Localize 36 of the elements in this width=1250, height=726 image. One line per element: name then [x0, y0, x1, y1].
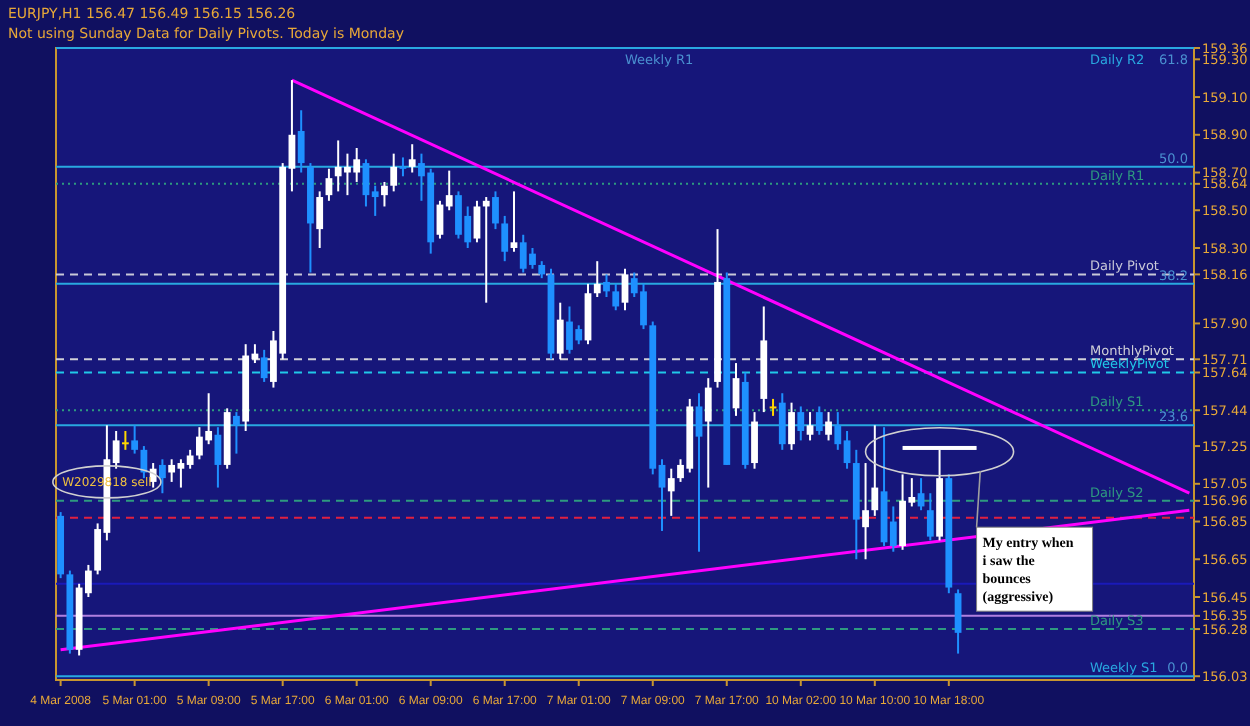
candlestick [788, 401, 795, 451]
candlestick [140, 445, 148, 480]
candlestick [926, 492, 934, 542]
candlestick [815, 405, 823, 436]
candlestick [825, 411, 832, 442]
candlestick [233, 411, 240, 455]
candlestick [593, 260, 601, 299]
candlestick [806, 411, 814, 442]
candlestick [501, 214, 509, 263]
candlestick [121, 429, 129, 451]
candlestick [492, 190, 499, 231]
candlestick [862, 462, 869, 561]
candlestick [168, 458, 176, 483]
candlestick [621, 267, 629, 312]
candlestick [797, 405, 805, 442]
candlestick [482, 196, 490, 304]
candlestick [667, 467, 675, 517]
candlestick [612, 282, 620, 312]
candlestick [260, 348, 268, 383]
candlestick [381, 180, 388, 208]
candlestick [751, 411, 758, 470]
candlestick [778, 392, 786, 451]
candlestick [603, 273, 610, 299]
candlestick [871, 424, 879, 517]
candlestick [556, 301, 564, 361]
candlestick [390, 152, 398, 193]
candlestick [131, 424, 139, 455]
candlestick [695, 392, 703, 553]
candlestick [186, 448, 194, 470]
candlestick [510, 190, 518, 253]
candlestick [704, 377, 712, 489]
candlestick [316, 190, 324, 249]
candlestick [408, 143, 416, 174]
candlestick [473, 199, 481, 244]
candlestick [297, 109, 305, 174]
candlestick [159, 458, 166, 495]
